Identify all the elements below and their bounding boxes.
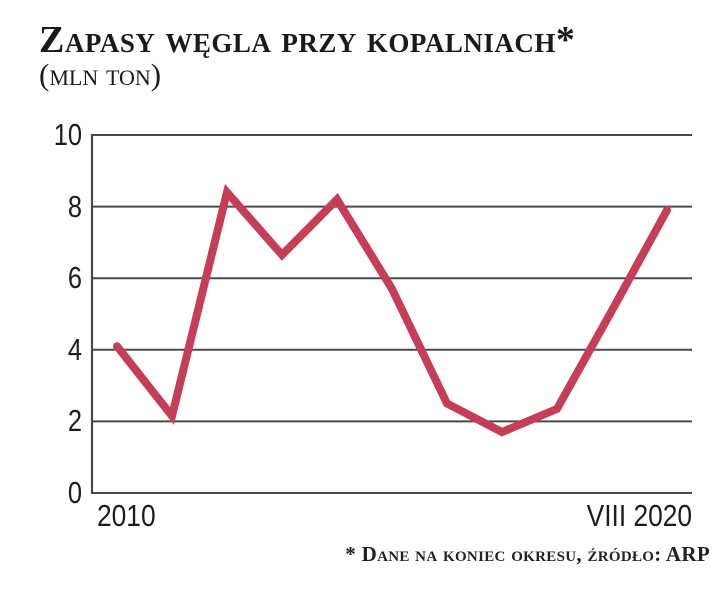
gridlines [91,134,692,494]
data-line [113,183,671,437]
chart-title: Zapasy węgla przy kopalniach* [39,19,576,61]
y-tick-label: 6 [67,260,82,295]
y-tick-label: 0 [67,475,82,510]
y-tick-label: 8 [67,189,82,224]
y-tick-label: 10 [53,117,82,152]
x-axis-label-end: VIII 2020 [586,498,692,533]
source-footnote: * Dane na koniec okresu, źródło: ARP [345,542,710,566]
x-axis-label-start: 2010 [97,498,156,533]
y-tick-label: 2 [67,403,82,438]
chart-subtitle: (mln ton) [39,57,162,92]
y-tick-label: 4 [67,332,82,367]
